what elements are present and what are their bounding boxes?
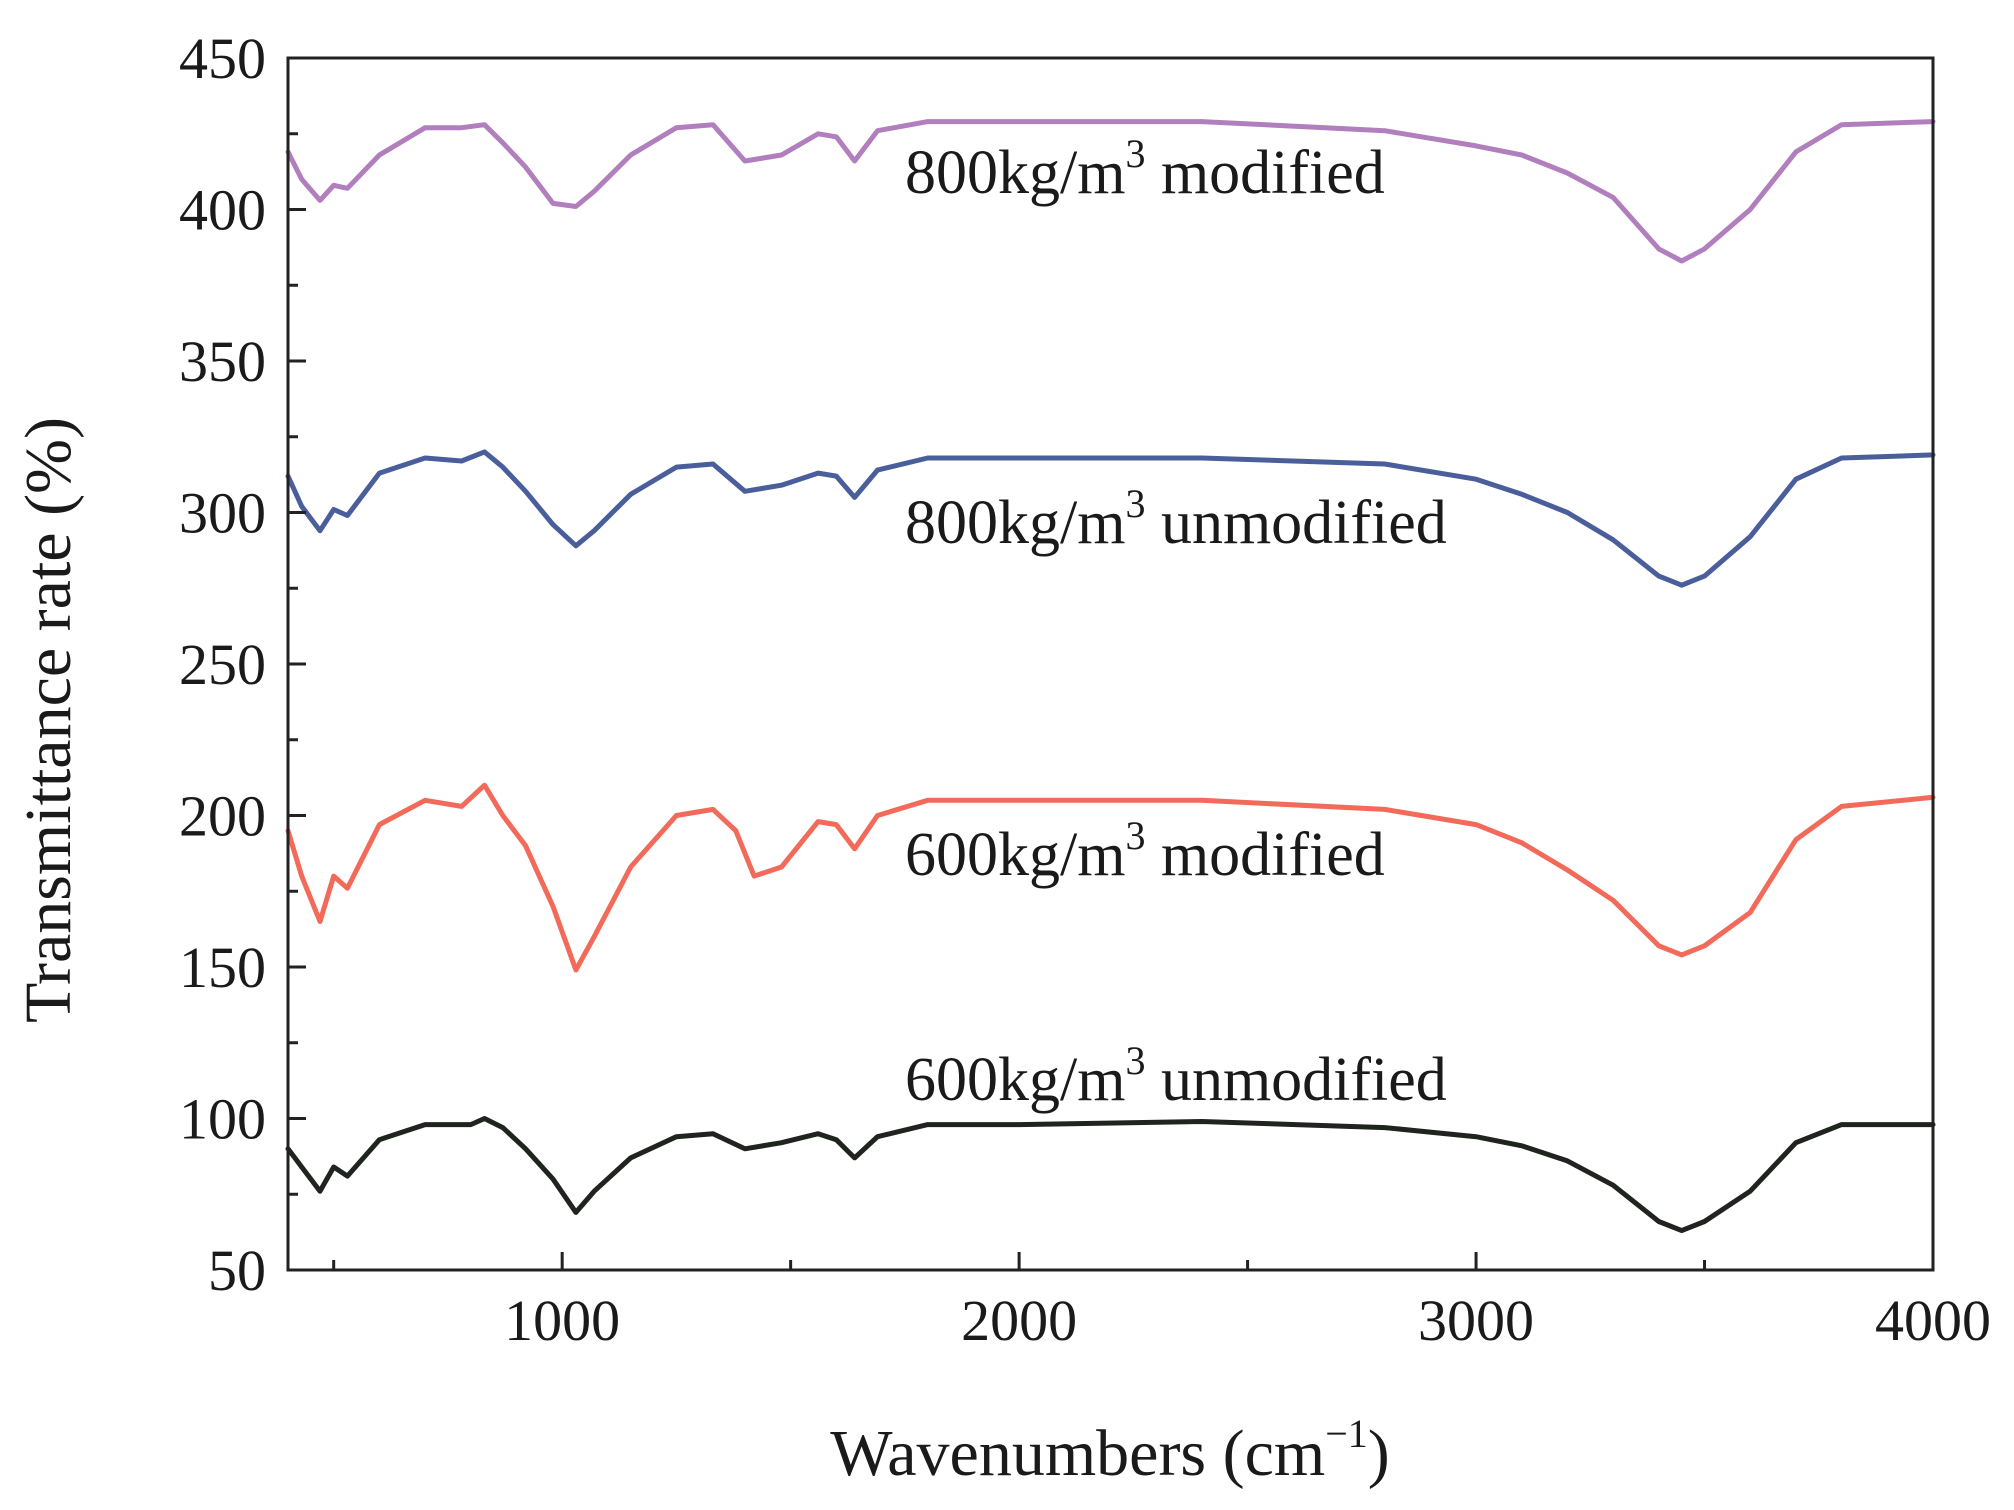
series-label-2: 800kg/m3 unmodified <box>905 481 1447 557</box>
y-tick-label-0: 50 <box>208 1238 266 1303</box>
y-tick-label-2: 150 <box>179 935 266 1000</box>
series-line-0 <box>285 1116 1936 1234</box>
x-tick-label-2: 3000 <box>1418 1288 1534 1353</box>
y-tick-label-3: 200 <box>179 784 266 849</box>
x-tick-label-1: 2000 <box>961 1288 1077 1353</box>
x-axis-title: Wavenumbers (cm−1) <box>830 1411 1390 1490</box>
series-label-1: 600kg/m3 modified <box>905 813 1385 889</box>
ticks-layer: 1000 2000 3000 4000 50 100 150 200 250 300 350 400 4… <box>179 26 1991 1353</box>
y-axis-title: Transmittance rate (%) <box>12 417 85 1023</box>
y-tick-label-1: 100 <box>179 1087 266 1152</box>
y-tick-label-8: 450 <box>179 26 266 91</box>
y-tick-label-5: 300 <box>179 481 266 546</box>
series-line-2 <box>285 449 1936 588</box>
series-label-0: 600kg/m3 unmodified <box>905 1038 1447 1114</box>
y-tick-label-4: 250 <box>179 632 266 697</box>
y-tick-label-6: 350 <box>179 329 266 394</box>
series-label-3: 800kg/m3 modified <box>905 131 1385 207</box>
series-line-1 <box>285 782 1936 973</box>
series-line-3 <box>285 119 1936 264</box>
y-tick-label-7: 400 <box>179 178 266 243</box>
series-layer <box>285 119 1936 1234</box>
x-tick-label-0: 1000 <box>504 1288 620 1353</box>
x-tick-label-3: 4000 <box>1875 1288 1991 1353</box>
series-labels: 600kg/m3 unmodified 600kg/m3 modified 800k… <box>905 131 1447 1114</box>
